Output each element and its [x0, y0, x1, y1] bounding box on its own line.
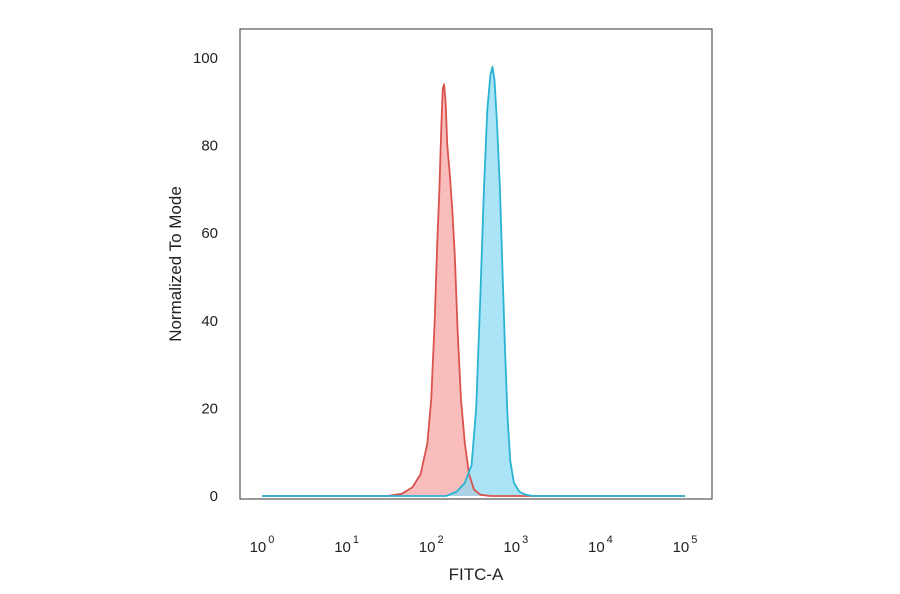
series-2-line — [262, 65, 685, 497]
x-tick-label: 10 3 — [503, 534, 528, 556]
plot-frame — [239, 28, 713, 500]
y-tick-label: 0 — [210, 488, 218, 505]
y-axis-title: Normalized To Mode — [166, 186, 185, 342]
x-tick-label: 10 0 — [250, 534, 275, 556]
y-tick-label: 100 — [193, 50, 218, 67]
x-tick-label: 10 2 — [419, 534, 444, 556]
x-axis-ticks: 10 0 10 1 10 2 10 3 10 4 10 5 — [250, 534, 698, 556]
y-tick-label: 80 — [201, 138, 218, 155]
series-1-line — [262, 83, 685, 497]
x-tick-label: 10 5 — [673, 534, 698, 556]
x-tick-label: 10 4 — [588, 534, 613, 556]
y-axis-ticks: 0 20 40 60 80 100 — [193, 50, 218, 505]
y-tick-label: 60 — [201, 225, 218, 242]
x-tick-label: 10 1 — [334, 534, 359, 556]
y-tick-label: 20 — [201, 400, 218, 417]
y-tick-label: 40 — [201, 313, 218, 330]
series-layer — [240, 65, 712, 497]
x-axis-title: FITC-A — [449, 565, 504, 584]
